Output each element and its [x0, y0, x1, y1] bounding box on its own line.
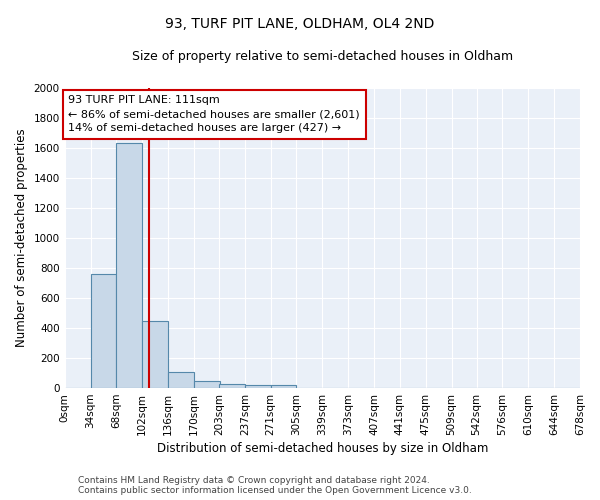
Bar	[245, 385, 271, 388]
Bar	[91, 274, 116, 388]
Bar	[142, 322, 168, 388]
Bar	[168, 372, 194, 388]
Text: Contains HM Land Registry data © Crown copyright and database right 2024.
Contai: Contains HM Land Registry data © Crown c…	[78, 476, 472, 495]
Bar	[219, 384, 245, 388]
Text: 93 TURF PIT LANE: 111sqm
← 86% of semi-detached houses are smaller (2,601)
14% o: 93 TURF PIT LANE: 111sqm ← 86% of semi-d…	[68, 96, 360, 134]
Bar	[194, 382, 220, 388]
Y-axis label: Number of semi-detached properties: Number of semi-detached properties	[15, 128, 28, 347]
Bar	[271, 385, 296, 388]
X-axis label: Distribution of semi-detached houses by size in Oldham: Distribution of semi-detached houses by …	[157, 442, 488, 455]
Bar	[116, 144, 142, 388]
Title: Size of property relative to semi-detached houses in Oldham: Size of property relative to semi-detach…	[132, 50, 513, 63]
Text: 93, TURF PIT LANE, OLDHAM, OL4 2ND: 93, TURF PIT LANE, OLDHAM, OL4 2ND	[166, 18, 434, 32]
